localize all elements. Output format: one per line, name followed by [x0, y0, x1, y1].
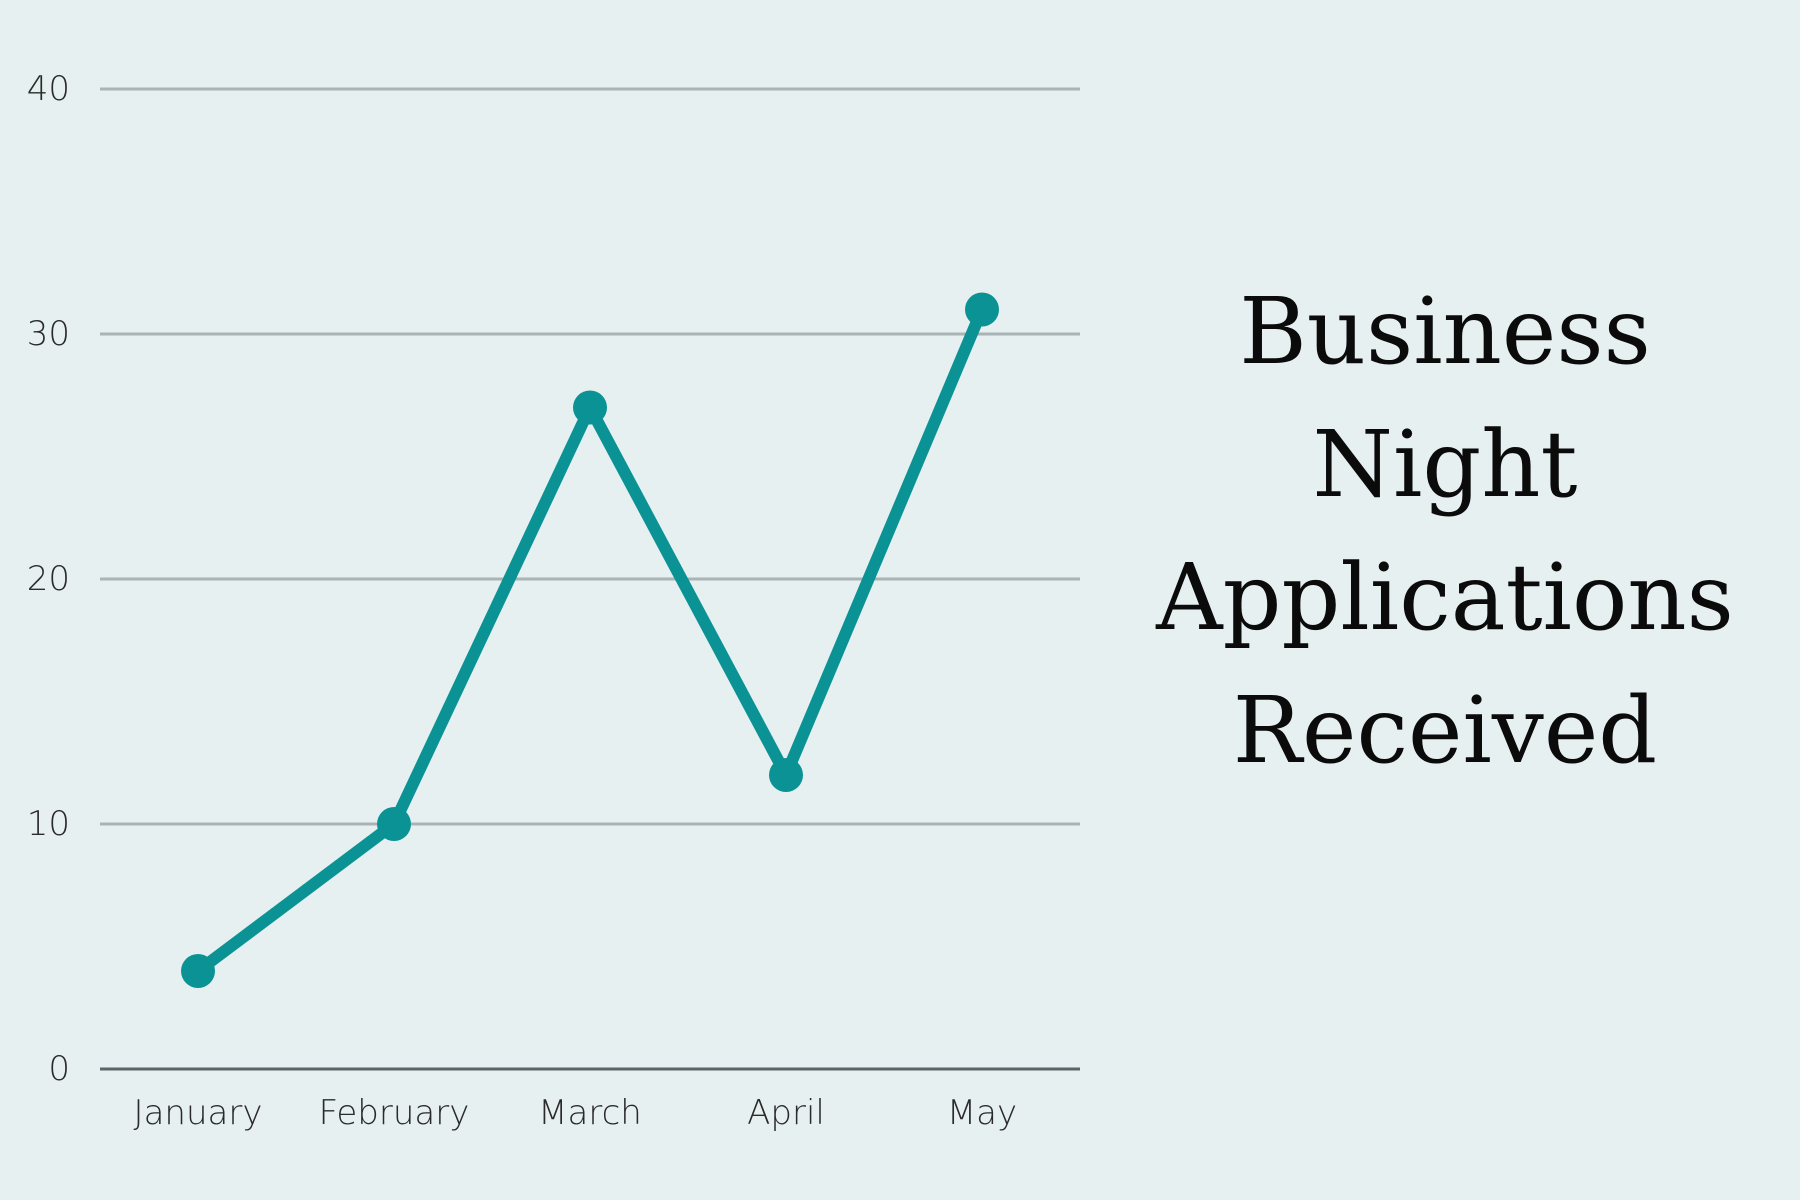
x-tick-label: April — [747, 1093, 825, 1133]
data-point — [769, 758, 803, 792]
chart-title-line-1: Business — [1239, 278, 1651, 385]
x-tick-label: March — [538, 1093, 642, 1133]
data-point — [965, 292, 999, 327]
x-tick-label: January — [134, 1093, 263, 1133]
data-point — [181, 954, 215, 988]
x-tick-label: May — [947, 1093, 1017, 1133]
y-tick-label: 40 — [27, 69, 70, 109]
y-axis-ticks: 0 10 20 30 40 — [27, 69, 70, 1089]
chart-title-line-3: Applications — [1156, 544, 1734, 651]
chart-title: Business Night Applications Received — [1120, 265, 1770, 797]
chart-title-line-4: Received — [1232, 677, 1658, 784]
x-axis-ticks: January February March April May — [134, 1093, 1018, 1133]
data-point — [377, 807, 411, 841]
series-group — [181, 292, 999, 988]
y-tick-label: 10 — [27, 804, 70, 844]
gridlines — [100, 87, 1080, 1071]
x-tick-label: February — [319, 1093, 470, 1133]
y-tick-label: 0 — [48, 1049, 70, 1089]
y-tick-label: 30 — [27, 314, 70, 354]
data-point — [573, 390, 607, 425]
chart-title-line-2: Night — [1312, 411, 1578, 518]
y-tick-label: 20 — [27, 559, 70, 599]
